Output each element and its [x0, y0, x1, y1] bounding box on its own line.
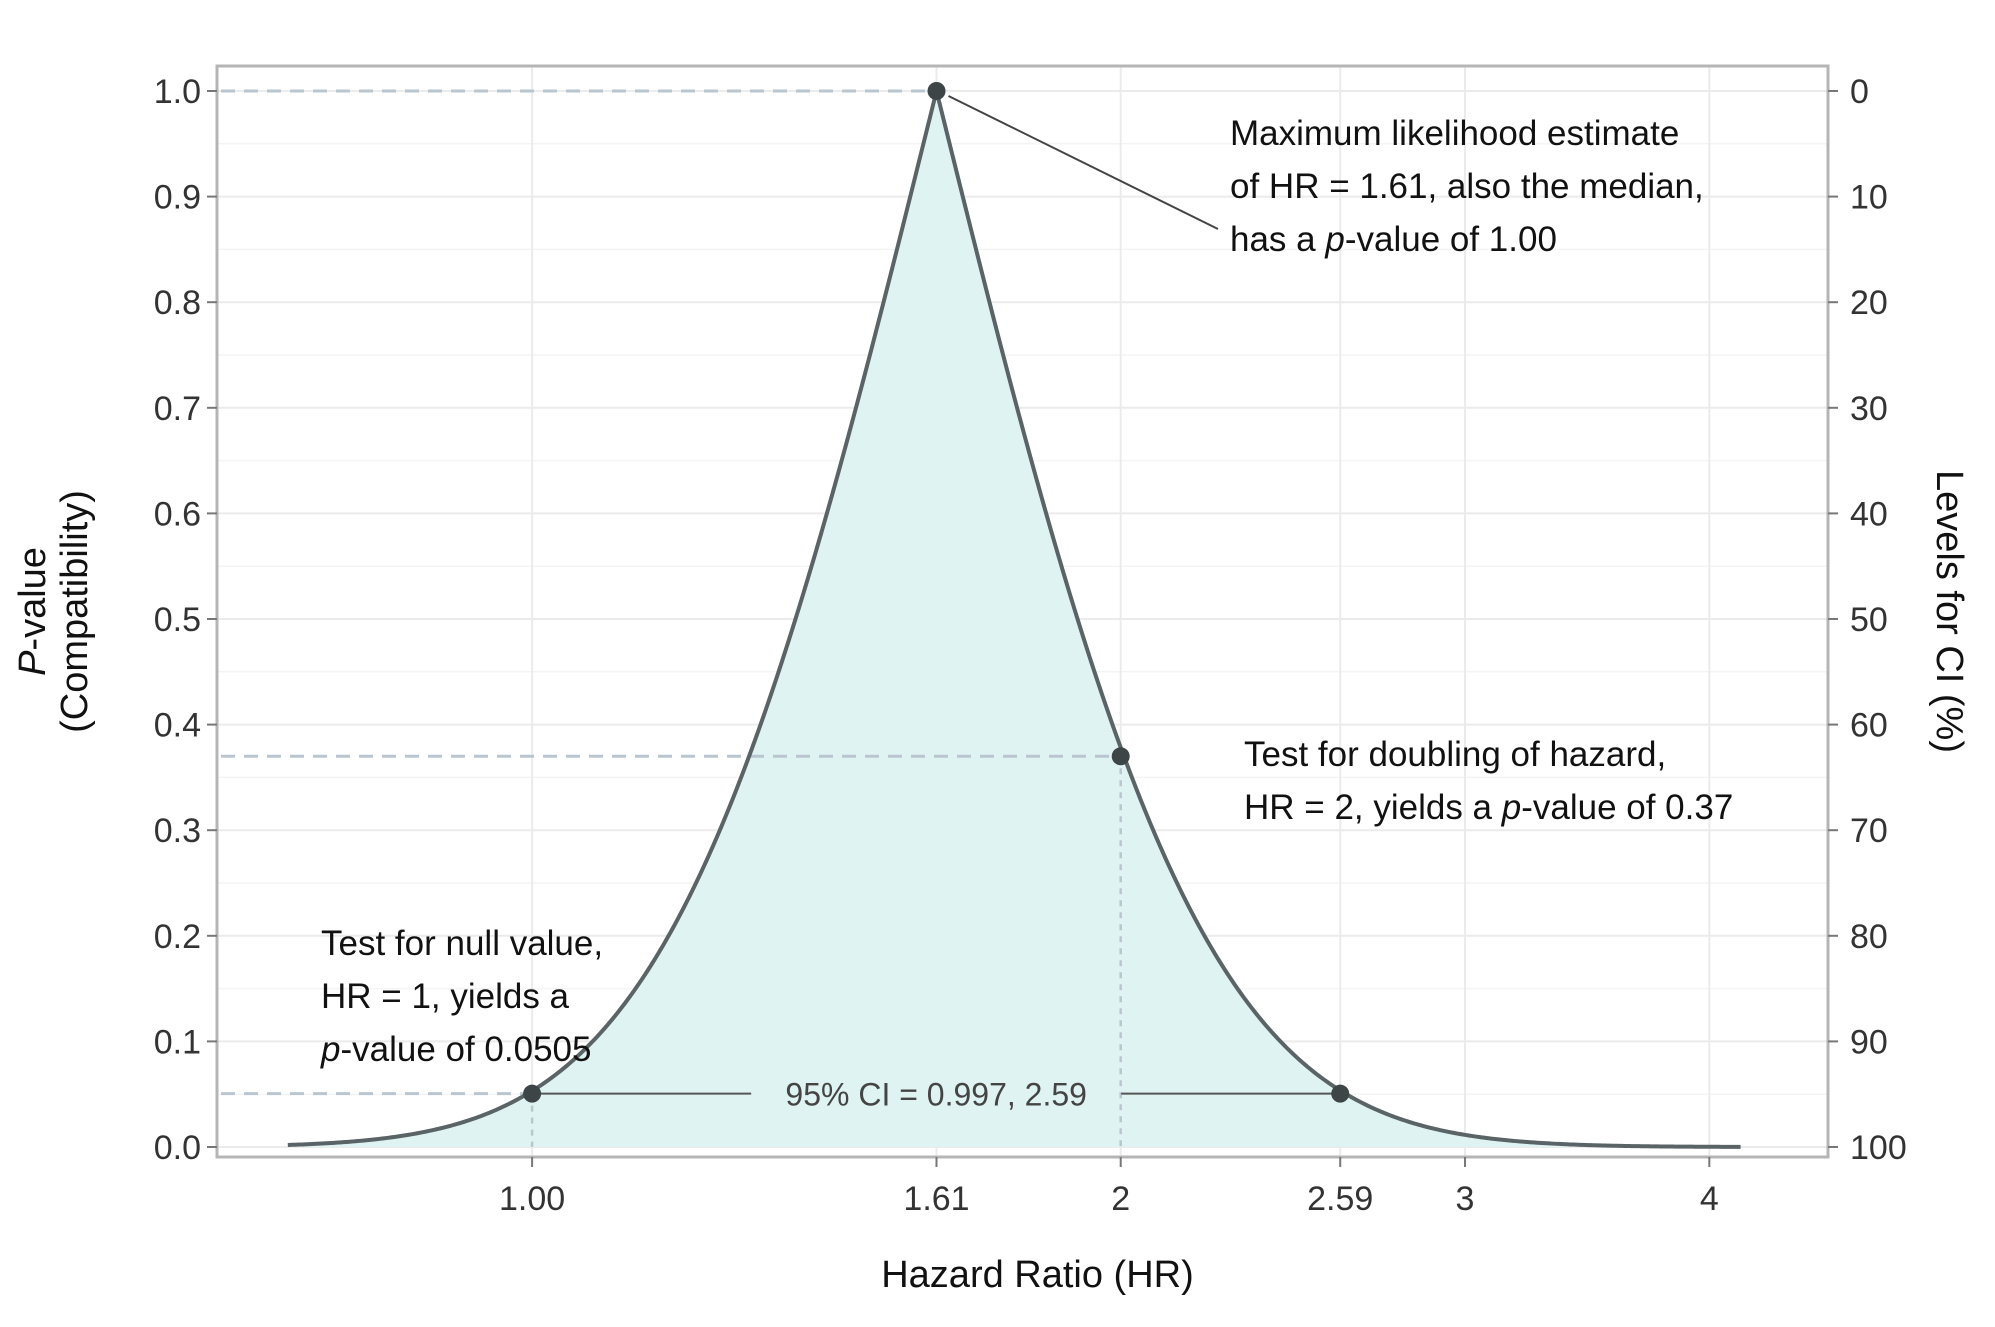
y-axis-left: 0.0 0.1 0.2 0.3 0.4 0.5 0.6 0.7 0.8 0.9 1.0 — [154, 73, 217, 1167]
annotation-null-line1: Test for null value, — [321, 924, 603, 963]
y-tick-label: 0.8 — [154, 284, 201, 322]
ci-line: 95% CI = 0.997, 2.59 — [532, 1077, 1341, 1113]
annotation-mle-line3-italic: p — [1324, 220, 1344, 259]
annotation-mle-line3: has a p-value of 1.00 — [1230, 220, 1557, 259]
y-axis-title-line2: (Compatibility) — [54, 490, 96, 733]
reference-lines — [221, 89, 1122, 1147]
y-tick-label: 0.3 — [154, 812, 201, 850]
y-tick-label: 0.2 — [154, 918, 201, 956]
annotation-null-line3-italic: p — [320, 1030, 340, 1069]
y2-tick-label: 70 — [1850, 812, 1888, 850]
y2-tick-label: 60 — [1850, 707, 1888, 745]
ci-label: 95% CI = 0.997, 2.59 — [785, 1077, 1087, 1113]
y-tick-label: 0.1 — [154, 1023, 201, 1061]
annotation-doubling-line2-italic: p — [1501, 788, 1521, 827]
x-tick-label: 3 — [1456, 1180, 1475, 1218]
y-tick-label: 0.5 — [154, 601, 201, 639]
y2-tick-label: 10 — [1850, 179, 1888, 217]
x-tick-label: 2 — [1111, 1180, 1130, 1218]
annotation-doubling-line2-post: -value of 0.37 — [1521, 788, 1733, 827]
annotation-mle: Maximum likelihood estimate of HR = 1.61… — [1230, 114, 1713, 259]
annotation-mle-line3-post: -value of 1.00 — [1345, 220, 1557, 259]
x-tick-label: 1.00 — [499, 1180, 565, 1218]
y-tick-label: 0.4 — [154, 707, 201, 745]
y-axis-title-line1: P-value — [12, 547, 54, 676]
y-tick-label: 0.6 — [154, 495, 201, 533]
annotation-null: Test for null value, HR = 1, yields a p-… — [320, 924, 613, 1069]
y-tick-label: 0.7 — [154, 390, 201, 428]
y2-tick-label: 0 — [1850, 73, 1869, 111]
x-tick-label: 1.61 — [903, 1180, 969, 1218]
annotation-mle-line1: Maximum likelihood estimate — [1230, 114, 1679, 153]
y-tick-label: 0.0 — [154, 1129, 201, 1167]
data-point — [523, 1084, 542, 1103]
y2-tick-label: 100 — [1850, 1129, 1907, 1167]
data-points — [523, 82, 1350, 1103]
annotation-mle-line3-pre: has a — [1230, 220, 1325, 259]
y2-tick-label: 50 — [1850, 601, 1888, 639]
x-tick-label: 4 — [1700, 1180, 1719, 1218]
x-axis: 1.00 1.61 2 2.59 3 4 — [499, 1157, 1719, 1218]
y2-tick-label: 20 — [1850, 284, 1888, 322]
y2-tick-label: 30 — [1850, 390, 1888, 428]
annotation-doubling-line2: HR = 2, yields a p-value of 0.37 — [1244, 788, 1733, 827]
annotation-null-line3-post: -value of 0.0505 — [340, 1030, 591, 1069]
annotation-doubling-line2-pre: HR = 2, yields a — [1244, 788, 1502, 827]
y2-axis-title: Levels for CI (%) — [1928, 470, 1970, 753]
mle-leader-line — [948, 95, 1219, 230]
annotation-doubling: Test for doubling of hazard, HR = 2, yie… — [1244, 735, 1733, 827]
y-axis-right: 0 10 20 30 40 50 60 70 80 90 100 — [1828, 73, 1907, 1167]
annotation-null-line3: p-value of 0.0505 — [320, 1030, 591, 1069]
data-point — [1331, 1084, 1350, 1103]
x-axis-title: Hazard Ratio (HR) — [881, 1254, 1194, 1296]
y-tick-label: 0.9 — [154, 179, 201, 217]
annotation-mle-line2: of HR = 1.61, also the median, — [1230, 167, 1704, 206]
data-point — [1111, 747, 1130, 766]
y-axis-title-italic: P — [12, 650, 54, 676]
y2-tick-label: 80 — [1850, 918, 1888, 956]
y-axis-title-rest: -value — [12, 547, 54, 651]
y2-tick-label: 40 — [1850, 495, 1888, 533]
y2-tick-label: 90 — [1850, 1023, 1888, 1061]
annotation-doubling-line1: Test for doubling of hazard, — [1244, 735, 1666, 774]
curve-area-fill — [287, 91, 1741, 1147]
annotation-null-line2: HR = 1, yields a — [321, 977, 570, 1016]
x-tick-label: 2.59 — [1307, 1180, 1373, 1218]
panel-frame — [215, 64, 1830, 1159]
y-tick-label: 1.0 — [154, 73, 201, 111]
data-point — [927, 82, 946, 100]
